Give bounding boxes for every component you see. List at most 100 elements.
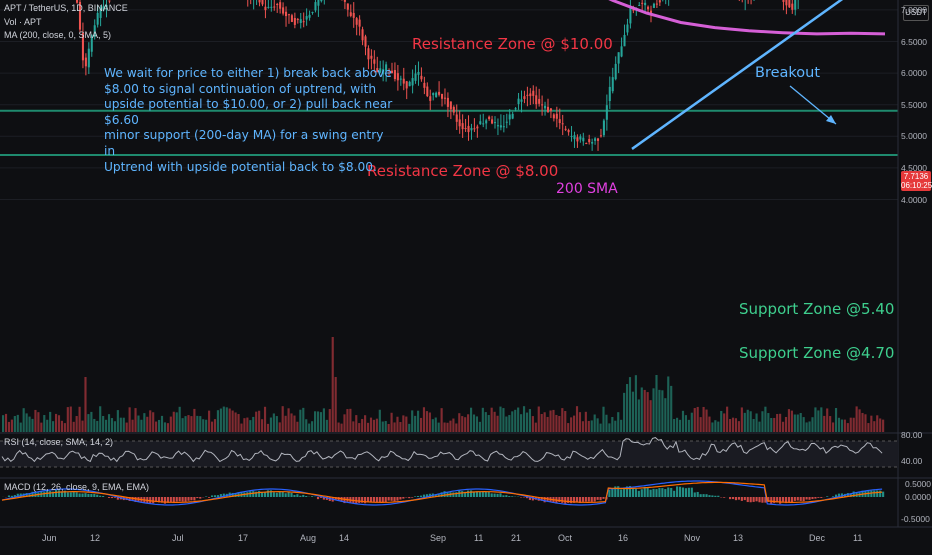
macd-histogram-bar bbox=[635, 489, 637, 497]
candle-body bbox=[261, 0, 263, 4]
macd-histogram-bar bbox=[273, 492, 275, 497]
volume-bar bbox=[770, 418, 772, 432]
volume-bar bbox=[576, 406, 578, 432]
macd-histogram-bar bbox=[808, 497, 810, 500]
price-tick-label: 6.0000 bbox=[901, 68, 927, 78]
volume-bar bbox=[388, 424, 390, 432]
volume-bar bbox=[658, 390, 660, 432]
macd-histogram-bar bbox=[376, 497, 378, 502]
macd-histogram-bar bbox=[90, 494, 92, 497]
macd-histogram-bar bbox=[508, 496, 510, 497]
volume-bar bbox=[650, 400, 652, 432]
volume-bar bbox=[773, 418, 775, 432]
volume-bar bbox=[105, 420, 107, 432]
volume-bar bbox=[311, 421, 313, 432]
macd-histogram-bar bbox=[385, 497, 387, 502]
macd-histogram-bar bbox=[729, 497, 731, 499]
volume-bar bbox=[246, 418, 248, 432]
volume-bar bbox=[240, 424, 242, 432]
volume-bar bbox=[808, 421, 810, 432]
volume-bar bbox=[850, 418, 852, 432]
macd-histogram-bar bbox=[70, 492, 72, 497]
candle-body bbox=[453, 107, 455, 113]
macd-histogram-bar bbox=[499, 493, 501, 497]
price-tick-label: 4.0000 bbox=[901, 195, 927, 205]
candle-body bbox=[585, 143, 587, 144]
macd-histogram-bar bbox=[211, 495, 213, 497]
volume-bar bbox=[794, 415, 796, 432]
volume-bar bbox=[641, 387, 643, 432]
volume-bar bbox=[226, 407, 228, 432]
volume-bar bbox=[317, 411, 319, 432]
volume-bar bbox=[396, 417, 398, 432]
candle-body bbox=[500, 125, 502, 127]
macd-histogram-bar bbox=[205, 496, 207, 497]
candle-body bbox=[518, 99, 520, 104]
volume-bar bbox=[438, 423, 440, 432]
candle-body bbox=[459, 119, 461, 126]
macd-histogram-bar bbox=[732, 497, 734, 499]
candle-body bbox=[344, 0, 346, 2]
macd-histogram-bar bbox=[288, 492, 290, 497]
candle-body bbox=[532, 91, 534, 96]
volume-bar bbox=[797, 415, 799, 432]
macd-histogram-bar bbox=[152, 497, 154, 503]
candle-body bbox=[108, 0, 110, 1]
volume-bar bbox=[859, 409, 861, 432]
macd-tick-label: 0.5000 bbox=[905, 479, 931, 489]
volume-bar bbox=[229, 409, 231, 432]
volume-bar bbox=[446, 423, 448, 432]
volume-bar bbox=[96, 421, 98, 432]
macd-histogram-bar bbox=[311, 496, 313, 497]
volume-bar bbox=[290, 413, 292, 432]
candle-body bbox=[485, 120, 487, 123]
candle-body bbox=[515, 108, 517, 109]
volume-bar bbox=[352, 421, 354, 432]
volume-bar bbox=[638, 399, 640, 432]
volume-bar bbox=[838, 418, 840, 432]
macd-histogram-bar bbox=[652, 489, 654, 497]
volume-bar bbox=[140, 420, 142, 432]
volume-bar bbox=[184, 416, 186, 432]
volume-bar bbox=[817, 410, 819, 432]
volume-bar bbox=[46, 420, 48, 432]
macd-histogram-bar bbox=[420, 496, 422, 497]
candle-body bbox=[612, 77, 614, 91]
note-line: minor support (200-day MA) for a swing e… bbox=[104, 128, 396, 159]
volume-bar bbox=[273, 413, 275, 432]
volume-bar bbox=[511, 411, 513, 432]
volume-bar bbox=[329, 409, 331, 432]
volume-bar bbox=[661, 390, 663, 432]
macd-histogram-bar bbox=[79, 493, 81, 497]
candle-body bbox=[412, 78, 414, 85]
macd-histogram-bar bbox=[276, 493, 278, 497]
macd-histogram-bar bbox=[170, 497, 172, 502]
volume-bar bbox=[5, 414, 7, 432]
macd-histogram-bar bbox=[676, 486, 678, 497]
candle-body bbox=[409, 82, 411, 86]
macd-histogram-bar bbox=[8, 495, 10, 497]
volume-bar bbox=[670, 386, 672, 432]
date-tick-label: 16 bbox=[618, 533, 628, 543]
volume-bar bbox=[735, 418, 737, 432]
volume-bar bbox=[835, 408, 837, 432]
volume-bar bbox=[326, 420, 328, 432]
volume-bar bbox=[655, 375, 657, 432]
volume-bar bbox=[58, 415, 60, 432]
macd-histogram-bar bbox=[694, 492, 696, 497]
volume-bar bbox=[647, 392, 649, 432]
macd-histogram-bar bbox=[494, 494, 496, 497]
macd-histogram-bar bbox=[688, 488, 690, 497]
macd-histogram-bar bbox=[317, 497, 319, 499]
candle-body bbox=[367, 48, 369, 59]
volume-bar bbox=[791, 411, 793, 432]
macd-histogram-bar bbox=[882, 492, 884, 497]
volume-bar bbox=[514, 410, 516, 432]
volume-bar bbox=[308, 424, 310, 432]
candle-body bbox=[470, 128, 472, 130]
macd-tick-label: -0.5000 bbox=[901, 514, 930, 524]
volume-bar bbox=[788, 409, 790, 432]
volume-bar bbox=[31, 419, 33, 432]
macd-histogram-bar bbox=[470, 490, 472, 497]
note-line: upside potential to $10.00, or 2) pull b… bbox=[104, 97, 396, 128]
